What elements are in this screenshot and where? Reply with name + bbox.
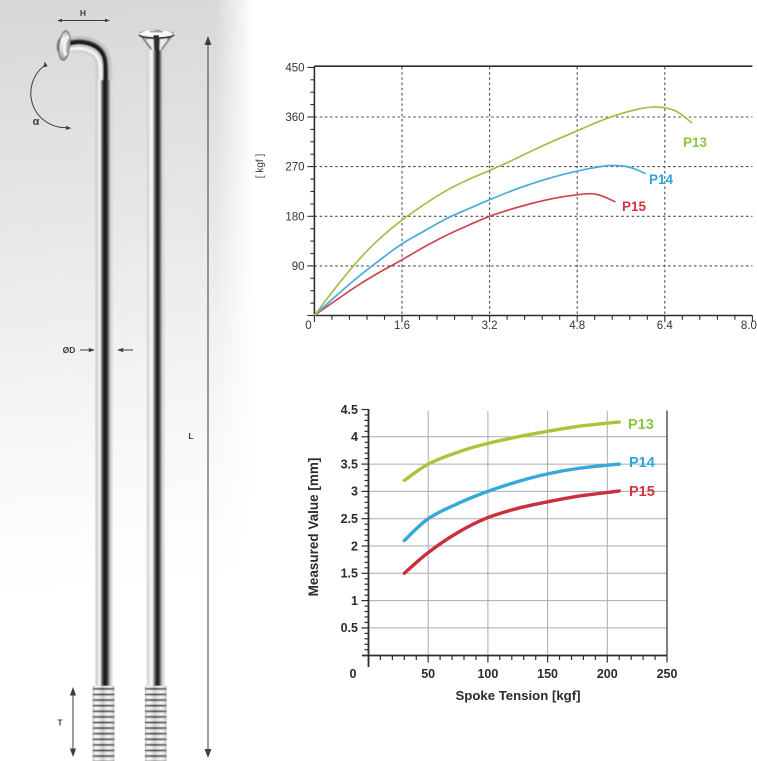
- svg-text:90: 90: [292, 261, 305, 273]
- svg-text:L: L: [188, 431, 193, 441]
- svg-text:1.5: 1.5: [341, 567, 358, 581]
- svg-text:200: 200: [597, 667, 618, 681]
- svg-text:250: 250: [657, 667, 678, 681]
- svg-text:0: 0: [350, 667, 357, 681]
- svg-text:4: 4: [351, 430, 358, 444]
- svg-text:1.6: 1.6: [394, 320, 410, 332]
- svg-text:3: 3: [351, 485, 358, 499]
- svg-text:270: 270: [285, 162, 304, 174]
- svg-text:2.5: 2.5: [341, 512, 358, 526]
- svg-text:ØD: ØD: [63, 345, 76, 355]
- svg-text:50: 50: [421, 667, 435, 681]
- svg-text:2: 2: [351, 539, 358, 553]
- svg-text:P14: P14: [649, 172, 674, 187]
- svg-text:8.0: 8.0: [741, 320, 757, 332]
- svg-text:Spoke Tension [kgf]: Spoke Tension [kgf]: [455, 688, 580, 703]
- svg-text:[ kgf ]: [ kgf ]: [255, 154, 266, 179]
- svg-text:P14: P14: [629, 455, 655, 471]
- svg-text:1: 1: [351, 594, 358, 608]
- svg-text:180: 180: [285, 211, 304, 223]
- svg-text:3.2: 3.2: [482, 320, 498, 332]
- svg-text:T: T: [57, 718, 63, 728]
- svg-text:H: H: [80, 8, 86, 18]
- svg-text:α: α: [33, 116, 40, 128]
- svg-text:6.4: 6.4: [657, 320, 674, 332]
- svg-text:P15: P15: [629, 484, 655, 500]
- svg-text:4.5: 4.5: [341, 403, 358, 417]
- svg-text:450: 450: [285, 62, 304, 74]
- svg-text:P13: P13: [683, 135, 708, 150]
- svg-text:P13: P13: [628, 417, 654, 433]
- svg-text:3.5: 3.5: [341, 457, 358, 471]
- svg-text:100: 100: [477, 667, 498, 681]
- svg-text:0: 0: [305, 320, 311, 332]
- svg-text:4.8: 4.8: [569, 320, 585, 332]
- svg-text:Measured Value [mm]: Measured Value [mm]: [306, 458, 321, 597]
- svg-text:0.5: 0.5: [341, 621, 358, 635]
- svg-text:P15: P15: [622, 199, 647, 214]
- svg-text:150: 150: [537, 667, 558, 681]
- svg-text:360: 360: [285, 112, 304, 124]
